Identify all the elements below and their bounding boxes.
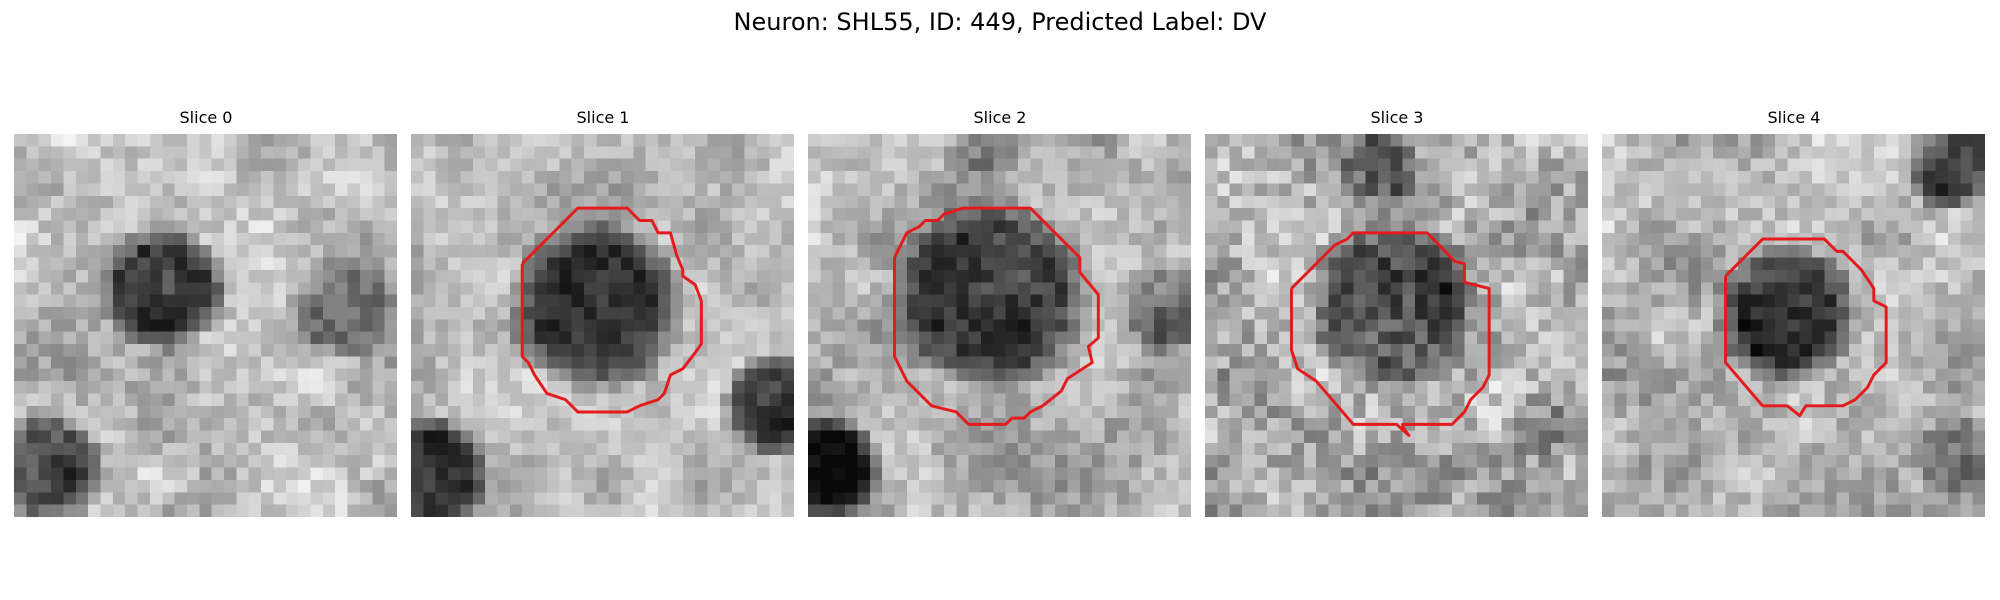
slice-image-4 [1602, 134, 1985, 517]
roi-contour [1724, 237, 1888, 418]
slice-title: Slice 3 [1370, 108, 1424, 127]
slice-panel-2: Slice 2 [808, 106, 1192, 517]
slice-image-1 [411, 134, 794, 517]
slice-image-0 [14, 134, 397, 517]
slice-image-3 [1205, 134, 1588, 517]
slice-title: Slice 4 [1767, 108, 1821, 127]
roi-contour [520, 206, 703, 414]
figure-title: Neuron: SHL55, ID: 449, Predicted Label:… [733, 8, 1267, 36]
slice-panel-4: Slice 4 [1602, 106, 1986, 517]
roi-contour [893, 206, 1100, 426]
slice-title: Slice 2 [973, 108, 1027, 127]
slice-title: Slice 0 [179, 108, 233, 127]
slice-panel-1: Slice 1 [411, 106, 795, 517]
slice-title: Slice 1 [576, 108, 630, 127]
roi-contour [1290, 231, 1491, 437]
slice-panel-0: Slice 0 [14, 106, 398, 517]
slice-image-2 [808, 134, 1191, 517]
slice-panel-3: Slice 3 [1205, 106, 1589, 517]
